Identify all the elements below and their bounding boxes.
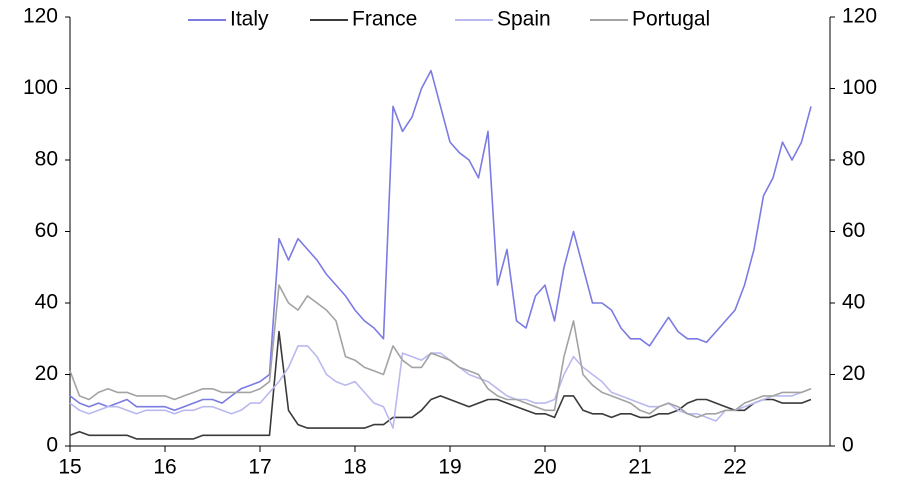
y-tick-label: 0: [46, 434, 58, 457]
legend-label: Spain: [497, 8, 551, 31]
legend-label: Italy: [230, 8, 269, 31]
y-tick-label: 120: [23, 5, 58, 28]
legend-label: France: [352, 8, 417, 31]
y-tick-label: 40: [35, 291, 58, 314]
x-tick-label: 20: [533, 456, 556, 479]
x-tick-label: 21: [628, 456, 651, 479]
series-line: [69, 69, 812, 412]
y2-tick-label: 80: [842, 148, 865, 171]
y2-tick-label: 0: [842, 434, 854, 457]
y-tick-label: 100: [23, 76, 58, 99]
y2-tick-label: 60: [842, 219, 865, 242]
series-line: [69, 284, 812, 419]
x-tick-label: 19: [438, 456, 461, 479]
x-tick-label: 22: [723, 456, 746, 479]
y-tick-label: 80: [35, 148, 58, 171]
series-line: [69, 330, 812, 440]
y2-tick-label: 100: [842, 76, 877, 99]
y2-tick-label: 40: [842, 291, 865, 314]
y2-tick-label: 20: [842, 362, 865, 385]
x-tick-label: 15: [58, 456, 81, 479]
legend-label: Portugal: [632, 8, 710, 31]
x-tick-label: 17: [248, 456, 271, 479]
y2-tick-label: 120: [842, 5, 877, 28]
y-tick-label: 20: [35, 362, 58, 385]
x-tick-label: 18: [343, 456, 366, 479]
x-tick-label: 16: [153, 456, 176, 479]
y-tick-label: 60: [35, 219, 58, 242]
